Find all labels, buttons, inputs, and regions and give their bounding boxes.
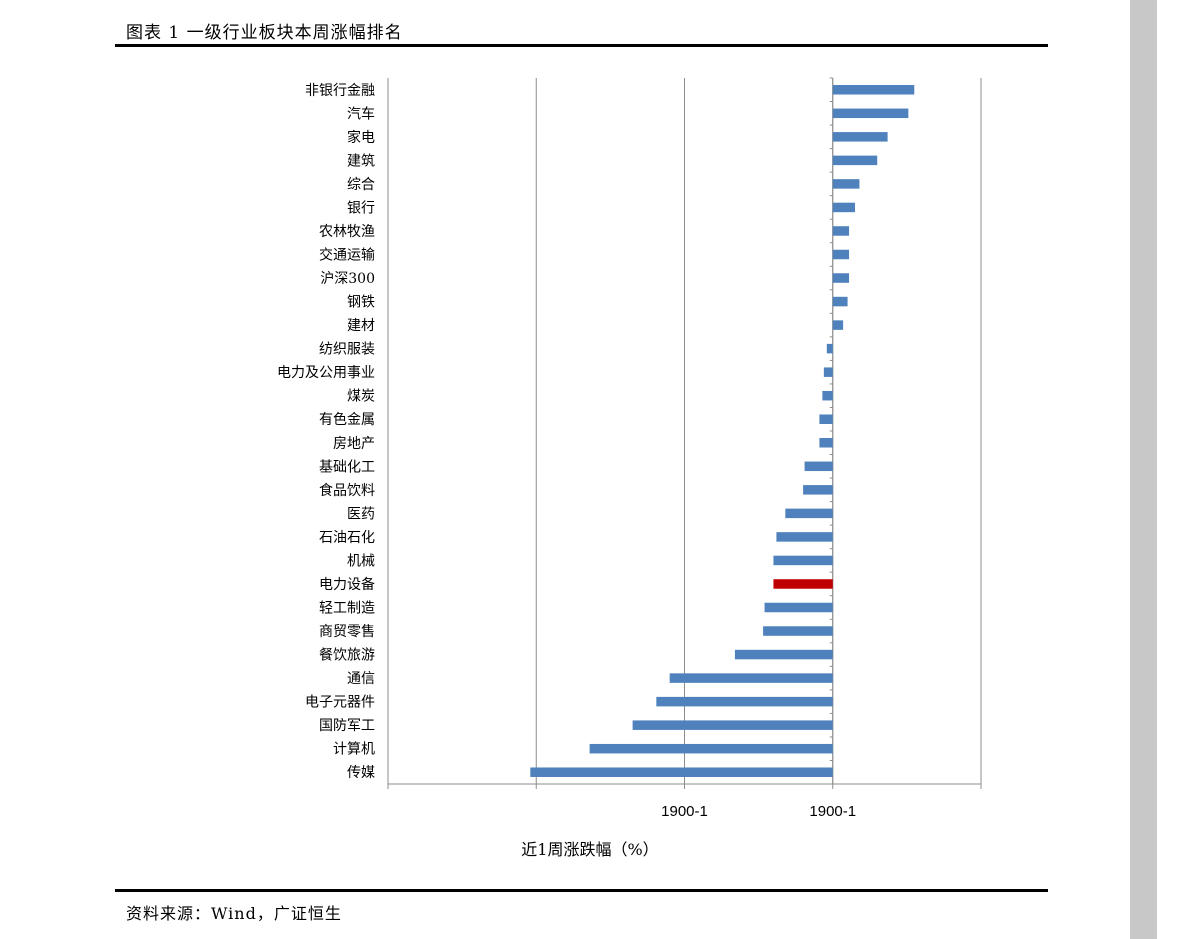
- category-label: 建筑: [347, 153, 375, 169]
- bar: [822, 390, 833, 401]
- bar: [776, 532, 833, 542]
- bar: [773, 555, 833, 566]
- bar: [832, 85, 915, 95]
- bar: [832, 179, 860, 189]
- bar: [669, 673, 833, 683]
- category-label: 轻工制造: [319, 601, 375, 617]
- category-label: 非银行金融: [305, 83, 375, 99]
- bar: [832, 273, 850, 283]
- scrollbar[interactable]: [1130, 0, 1157, 939]
- category-label: 基础化工: [319, 458, 375, 475]
- bar: [763, 626, 833, 636]
- category-label: 建材: [347, 318, 375, 334]
- category-label: 有色金属: [319, 411, 375, 428]
- category-label: 电子元器件: [305, 695, 375, 711]
- category-label: 家电: [347, 129, 375, 146]
- bar: [734, 649, 833, 660]
- category-label: 商贸零售: [319, 624, 375, 640]
- bar: [832, 249, 850, 260]
- bar: [832, 320, 844, 330]
- category-label: 通信: [347, 671, 375, 687]
- category-label: 食品饮料: [319, 482, 375, 499]
- bar: [785, 508, 833, 519]
- bar: [656, 696, 833, 707]
- x-axis-label: 近1周涨跌幅（%）: [521, 840, 658, 859]
- bar: [632, 720, 833, 730]
- bottom-rule: [115, 889, 1048, 892]
- bar: [589, 743, 833, 754]
- bar: [530, 767, 833, 777]
- category-label: 农林牧渔: [319, 224, 375, 240]
- x-tick-label: 1900-1: [809, 803, 856, 820]
- bar: [832, 108, 909, 119]
- category-label: 电力及公用事业: [277, 365, 375, 381]
- category-label: 钢铁: [347, 295, 375, 311]
- figure-title: 图表 1 一级行业板块本周涨幅排名: [126, 23, 403, 43]
- category-label: 餐饮旅游: [319, 648, 375, 664]
- bar: [832, 132, 888, 142]
- bar: [773, 579, 833, 589]
- category-label: 计算机: [333, 742, 375, 758]
- category-label: 汽车: [347, 105, 375, 122]
- category-label: 机械: [347, 553, 375, 569]
- bar: [803, 485, 833, 495]
- source-note: 资料来源：Wind，广证恒生: [126, 904, 342, 923]
- category-label: 综合: [347, 177, 375, 193]
- category-label: 银行: [347, 200, 375, 216]
- category-label: 传媒: [347, 765, 375, 781]
- bar: [823, 367, 833, 377]
- category-label: 国防军工: [319, 718, 375, 734]
- bar: [819, 438, 833, 448]
- bar: [832, 296, 848, 307]
- bar: [832, 226, 850, 236]
- bar: [819, 414, 833, 424]
- category-label: 沪深300: [320, 271, 375, 287]
- bar: [832, 202, 855, 213]
- bar: [832, 155, 878, 166]
- top-rule: [115, 44, 1048, 47]
- bar: [764, 602, 833, 613]
- category-label: 房地产: [333, 436, 375, 452]
- x-tick-label: 1900-1: [661, 803, 708, 820]
- category-label: 医药: [347, 506, 375, 522]
- category-label: 煤炭: [347, 389, 375, 405]
- category-label: 石油石化: [319, 530, 375, 546]
- category-label: 电力设备: [319, 576, 375, 593]
- bar: [804, 461, 833, 472]
- category-label: 交通运输: [319, 247, 375, 264]
- bar: [826, 343, 833, 354]
- category-label: 纺织服装: [319, 342, 375, 358]
